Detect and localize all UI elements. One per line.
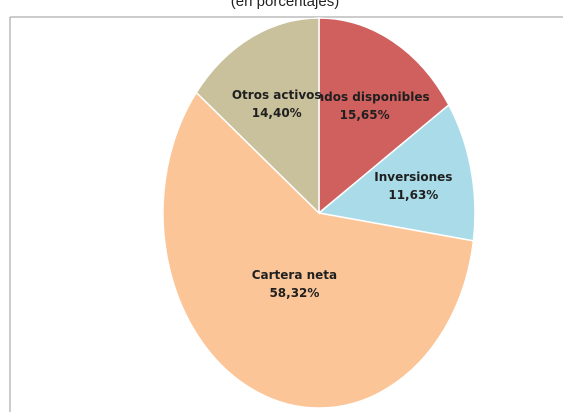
slice-value-label: 15,65%: [340, 108, 390, 122]
slice-value-label: 14,40%: [252, 106, 302, 120]
pie-slice: [162, 91, 475, 409]
slice-label: Fondos disponibles: [300, 90, 430, 104]
slice-label: Otros activos: [232, 88, 322, 102]
slice-value-label: 11,63%: [388, 188, 438, 202]
pie-slice: [318, 17, 450, 215]
slice-value-label: 58,32%: [269, 286, 319, 300]
pie-slice: [195, 17, 320, 215]
pie-slice: [317, 103, 476, 242]
slice-label: Cartera neta: [252, 268, 337, 282]
slice-label: Inversiones: [374, 170, 452, 184]
chart-subtitle: (en porcentajes): [231, 0, 339, 10]
